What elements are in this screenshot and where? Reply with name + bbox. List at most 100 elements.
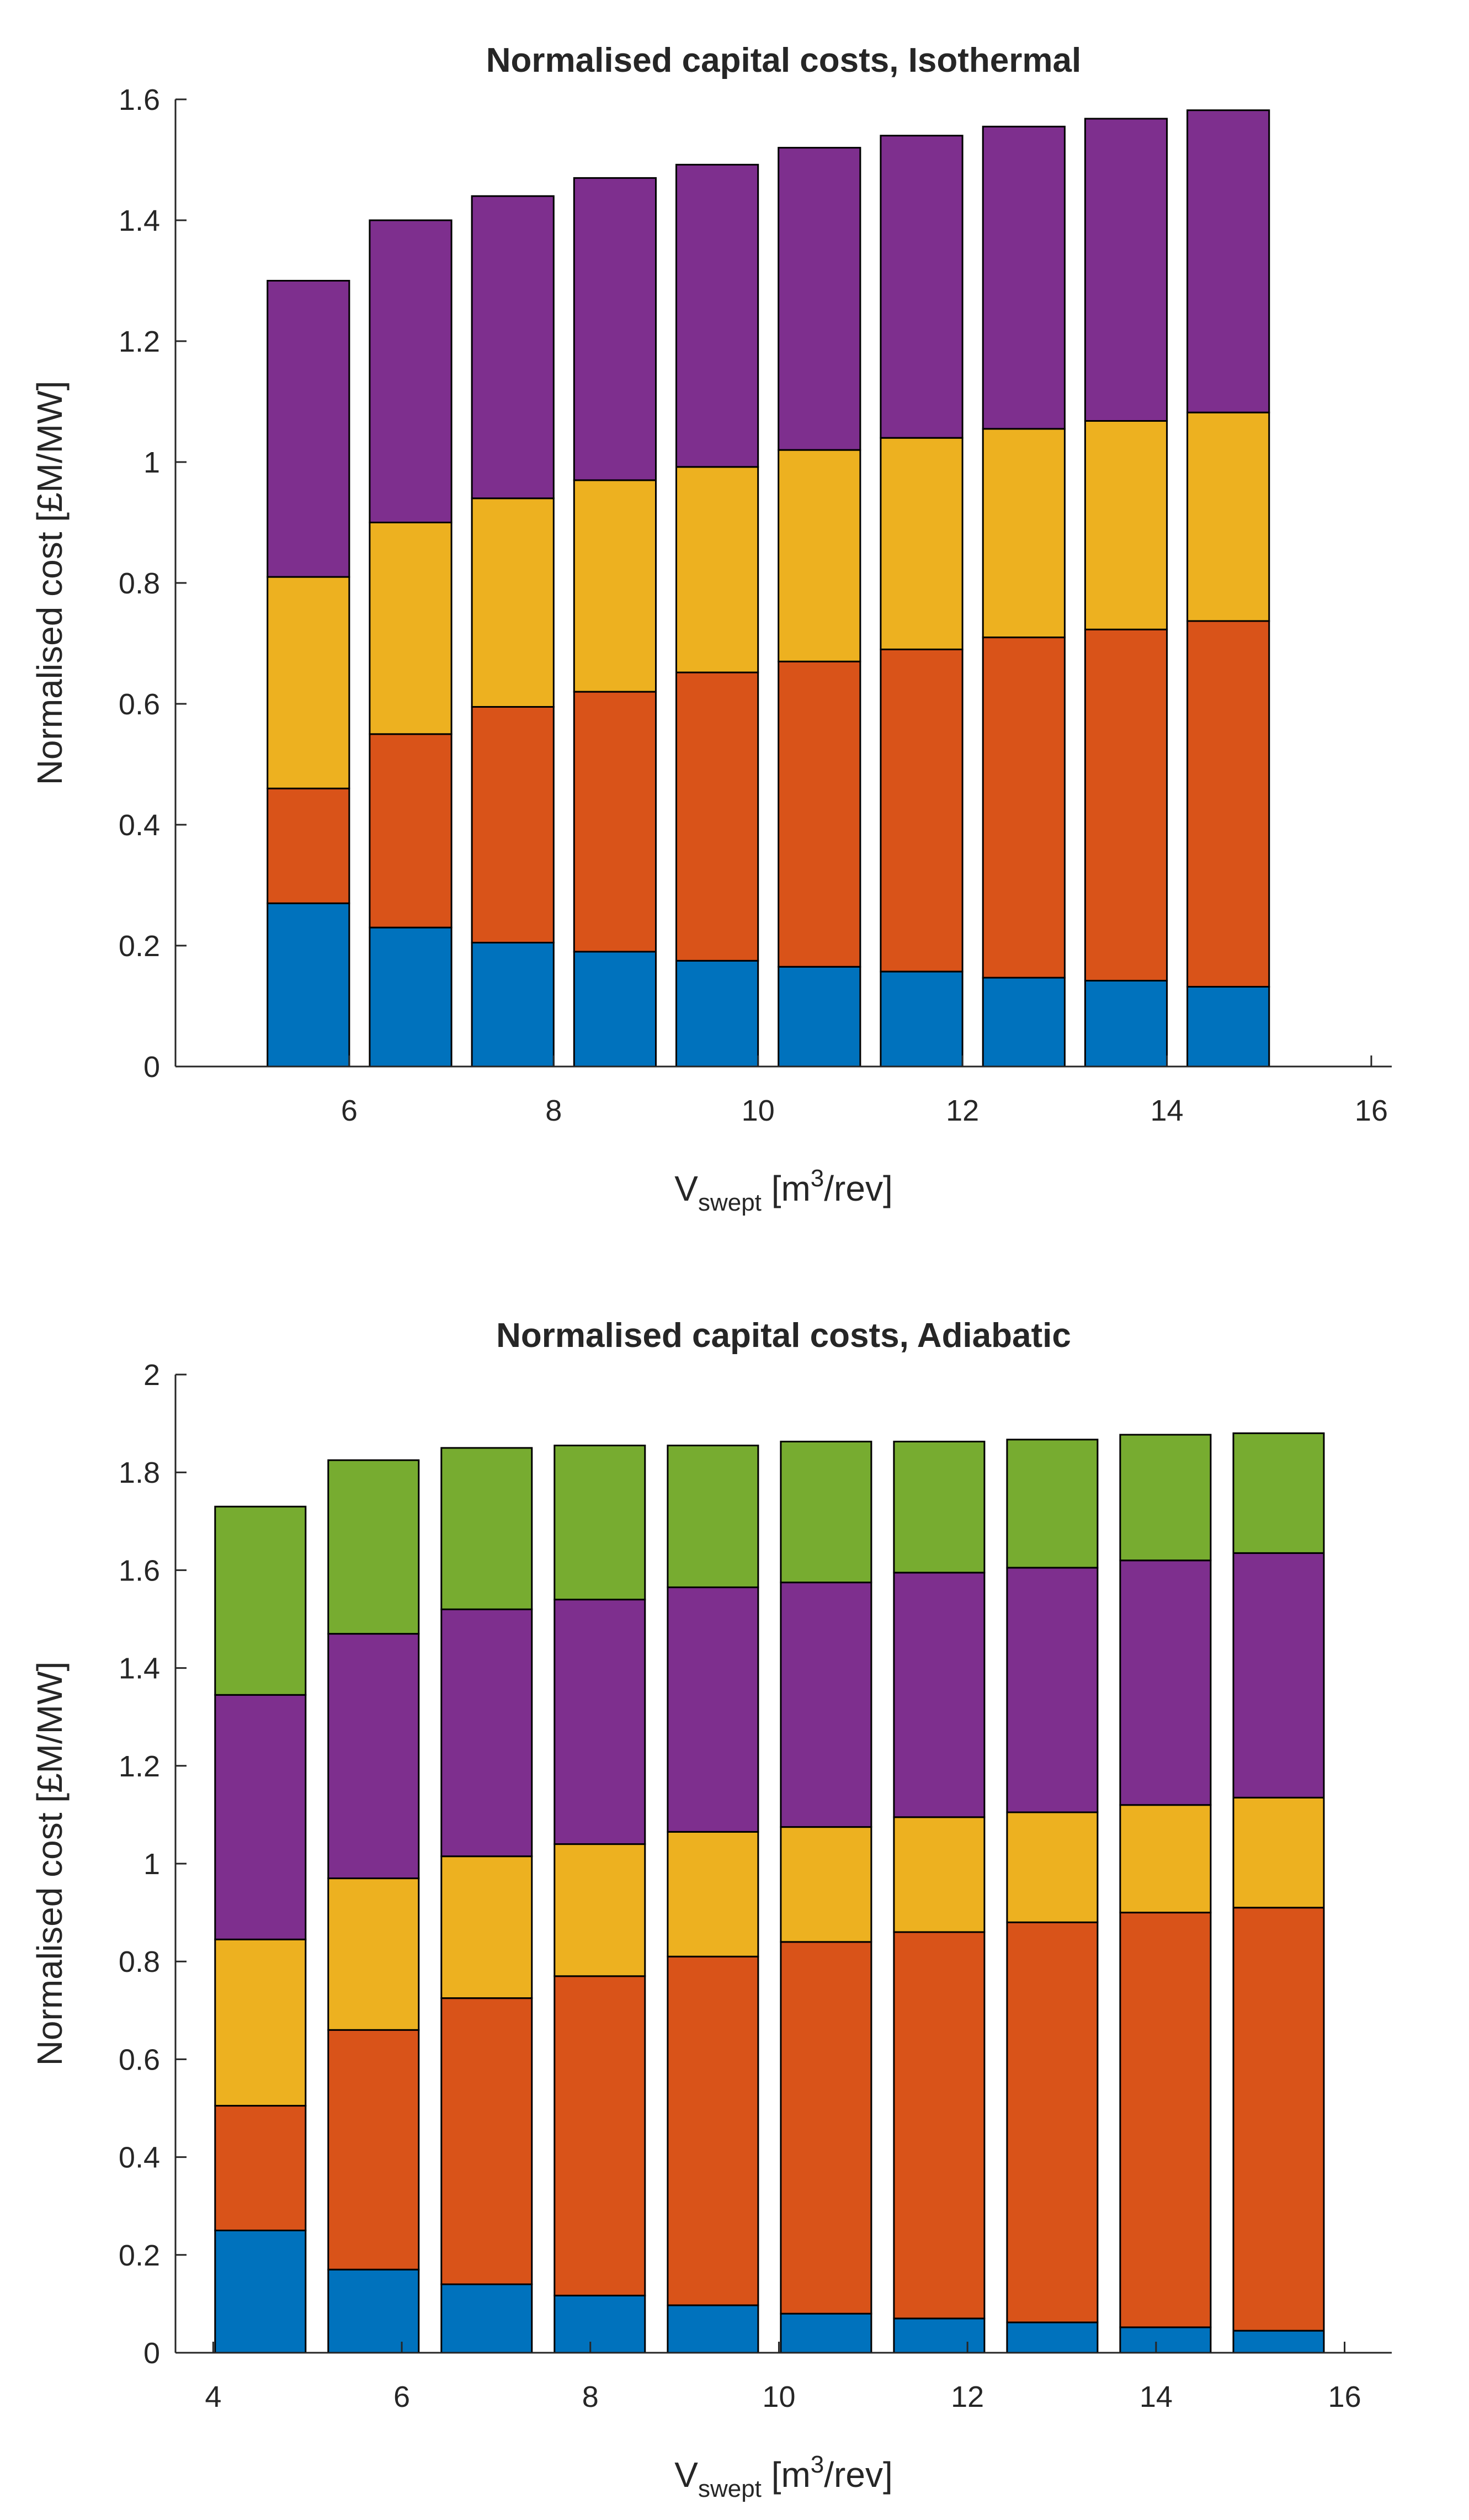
isothermal-ytick-label-8: 1.6 bbox=[119, 83, 160, 116]
adiabatic-ytick-label-8: 1.6 bbox=[119, 1554, 160, 1587]
adiabatic-ytick-label-10: 2 bbox=[143, 1359, 160, 1392]
isothermal-bar-s2-8 bbox=[982, 636, 1066, 979]
isothermal-bar-s4-6 bbox=[778, 147, 861, 451]
isothermal-bar-s2-3 bbox=[471, 706, 555, 944]
adiabatic-bar-s1-10 bbox=[1232, 2330, 1325, 2354]
adiabatic-bar-s2-7 bbox=[893, 1931, 986, 2320]
isothermal-bar-s2-2 bbox=[369, 733, 453, 929]
adiabatic-ytick-label-0: 0 bbox=[143, 2337, 160, 2370]
isothermal-xtick-label-2: 10 bbox=[742, 1094, 775, 1127]
adiabatic-bar-s2-8 bbox=[1006, 1921, 1099, 2323]
isothermal-bar-s2-9 bbox=[1084, 628, 1168, 982]
isothermal-bar-s3-4 bbox=[573, 479, 657, 693]
isothermal-ytick-label-1: 0.2 bbox=[119, 930, 160, 963]
isothermal-bar-s3-5 bbox=[675, 466, 759, 673]
isothermal-y-label: Normalised cost [£M/MW] bbox=[30, 381, 70, 786]
adiabatic-bar-s1-7 bbox=[893, 2317, 986, 2354]
isothermal-bar-s4-4 bbox=[573, 177, 657, 481]
isothermal-bar-s2-7 bbox=[880, 648, 964, 973]
adiabatic-bar-s4-9 bbox=[1119, 1559, 1212, 1806]
adiabatic-bar-s2-3 bbox=[440, 1997, 533, 2285]
adiabatic-bar-s1-5 bbox=[667, 2304, 759, 2354]
adiabatic-xtick-label-0: 4 bbox=[205, 2380, 221, 2413]
isothermal-bar-s3-3 bbox=[471, 497, 555, 708]
adiabatic-xtick-label-5: 14 bbox=[1140, 2380, 1173, 2413]
isothermal-bar-s3-9 bbox=[1084, 420, 1168, 630]
isothermal-ytick-label-2: 0.4 bbox=[119, 809, 160, 842]
adiabatic-bar-s3-4 bbox=[553, 1843, 646, 1977]
isothermal-bar-s1-8 bbox=[982, 977, 1066, 1068]
isothermal-bar-s2-10 bbox=[1186, 620, 1270, 988]
isothermal-bar-s3-1 bbox=[267, 576, 350, 789]
adiabatic-ytick-label-5: 1 bbox=[143, 1848, 160, 1881]
isothermal-bar-s3-2 bbox=[369, 522, 453, 735]
adiabatic-ytick-label-1: 0.2 bbox=[119, 2239, 160, 2272]
adiabatic-ytick-label-6: 1.2 bbox=[119, 1750, 160, 1783]
adiabatic-bar-s1-2 bbox=[327, 2268, 420, 2354]
adiabatic-bar-s2-2 bbox=[327, 2029, 420, 2270]
adiabatic-x-label: Vswept [m3/rev] bbox=[674, 2451, 892, 2502]
isothermal-bar-s4-5 bbox=[675, 163, 759, 468]
adiabatic-bar-s4-3 bbox=[440, 1608, 533, 1858]
adiabatic-bar-s3-1 bbox=[214, 1938, 307, 2107]
isothermal-bar-s1-10 bbox=[1186, 986, 1270, 1068]
isothermal-ytick-label-3: 0.6 bbox=[119, 688, 160, 721]
adiabatic-xtick-label-4: 12 bbox=[951, 2380, 984, 2413]
isothermal-bar-s1-6 bbox=[778, 965, 861, 1068]
adiabatic-bar-s3-10 bbox=[1232, 1796, 1325, 1909]
isothermal-bar-s4-3 bbox=[471, 195, 555, 500]
adiabatic-bar-s5-5 bbox=[667, 1445, 759, 1588]
adiabatic-bar-s1-6 bbox=[780, 2312, 872, 2354]
adiabatic-bar-s4-10 bbox=[1232, 1552, 1325, 1799]
adiabatic-bar-s4-4 bbox=[553, 1599, 646, 1845]
isothermal-bar-s4-1 bbox=[267, 280, 350, 578]
adiabatic-bar-s5-4 bbox=[553, 1445, 646, 1601]
isothermal-bar-s3-6 bbox=[778, 449, 861, 662]
adiabatic-bar-s3-6 bbox=[780, 1826, 872, 1943]
isothermal-bar-s2-5 bbox=[675, 671, 759, 962]
isothermal-xtick-label-4: 14 bbox=[1150, 1094, 1183, 1127]
isothermal-ytick-label-5: 1 bbox=[143, 446, 160, 479]
isothermal-xtick-label-1: 8 bbox=[545, 1094, 562, 1127]
isothermal-bar-s3-8 bbox=[982, 428, 1066, 639]
isothermal-bar-s1-3 bbox=[471, 942, 555, 1068]
adiabatic-chart: 0 0.2 0.4 0.6 0.8 1 1.2 1.4 1.6 1.8 2 4 6 8 10 12 14 16 No… bbox=[30, 1317, 1392, 2502]
isothermal-bar-s3-7 bbox=[880, 437, 964, 650]
adiabatic-bar-s1-1 bbox=[214, 2230, 307, 2354]
adiabatic-title: Normalised capital costs, Adiabatic bbox=[496, 1317, 1071, 1355]
adiabatic-bar-s3-9 bbox=[1119, 1804, 1212, 1914]
isothermal-ytick-label-6: 1.2 bbox=[119, 325, 160, 358]
adiabatic-bar-s5-3 bbox=[440, 1447, 533, 1610]
adiabatic-bar-s4-5 bbox=[667, 1586, 759, 1833]
adiabatic-ytick-label-9: 1.8 bbox=[119, 1456, 160, 1489]
adiabatic-bar-s1-8 bbox=[1006, 2321, 1099, 2354]
adiabatic-bar-s2-10 bbox=[1232, 1907, 1325, 2332]
isothermal-bar-s3-10 bbox=[1186, 411, 1270, 622]
adiabatic-xtick-label-3: 10 bbox=[762, 2380, 795, 2413]
isothermal-title: Normalised capital costs, Isothermal bbox=[486, 41, 1082, 79]
adiabatic-bar-s1-4 bbox=[553, 2294, 646, 2354]
isothermal-bar-s1-9 bbox=[1084, 980, 1168, 1068]
adiabatic-ytick-label-4: 0.8 bbox=[119, 1945, 160, 1978]
adiabatic-xtick-label-6: 16 bbox=[1328, 2380, 1361, 2413]
adiabatic-bar-s3-2 bbox=[327, 1877, 420, 2031]
adiabatic-bar-s4-8 bbox=[1006, 1567, 1099, 1813]
isothermal-bar-s4-2 bbox=[369, 219, 453, 523]
isothermal-ytick-label-4: 0.8 bbox=[119, 567, 160, 600]
adiabatic-bar-s3-7 bbox=[893, 1816, 986, 1933]
isothermal-bar-s1-5 bbox=[675, 959, 759, 1068]
isothermal-xtick-label-5: 16 bbox=[1355, 1094, 1388, 1127]
adiabatic-bar-s5-9 bbox=[1119, 1434, 1212, 1562]
isothermal-ytick-label-0: 0 bbox=[143, 1051, 160, 1084]
isothermal-ytick-label-7: 1.4 bbox=[119, 204, 160, 237]
adiabatic-bar-s3-8 bbox=[1006, 1811, 1099, 1923]
adiabatic-ytick-label-2: 0.4 bbox=[119, 2141, 160, 2174]
adiabatic-bar-s4-2 bbox=[327, 1633, 420, 1880]
adiabatic-bar-s2-6 bbox=[780, 1941, 872, 2315]
adiabatic-y-label: Normalised cost [£M/MW] bbox=[30, 1662, 70, 2066]
isothermal-bar-s1-4 bbox=[573, 951, 657, 1068]
adiabatic-bar-s4-1 bbox=[214, 1694, 307, 1940]
adiabatic-bar-s1-9 bbox=[1119, 2326, 1212, 2354]
